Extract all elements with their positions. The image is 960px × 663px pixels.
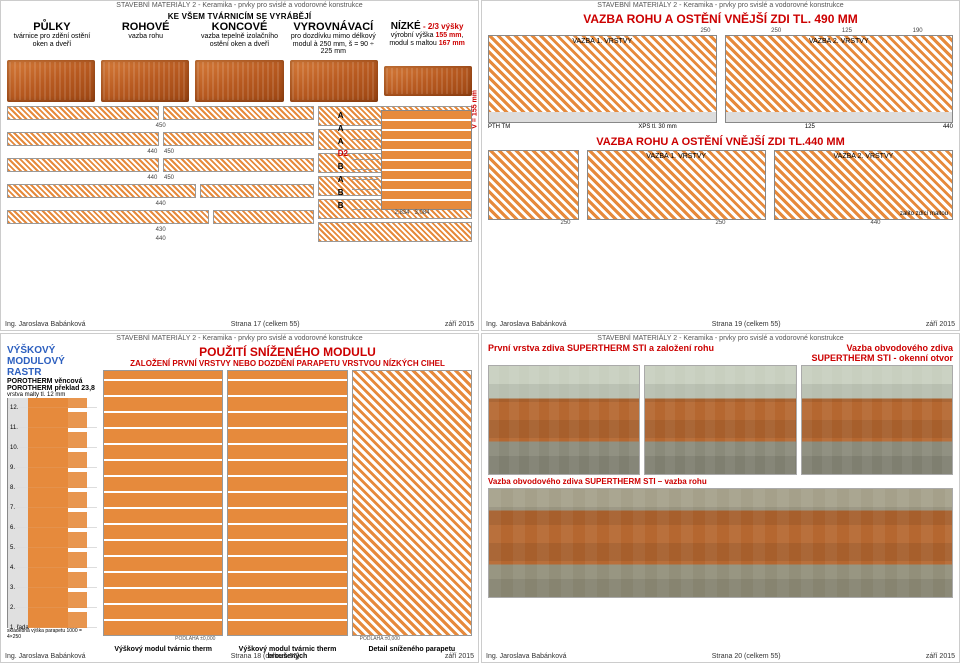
col-pulky: PŮLKY tvárnice pro zdění ostění oken a d… — [7, 21, 97, 56]
slide-17: STAVEBNÍ MATERIÁLY 2 - Keramika - prvky … — [0, 0, 479, 331]
row-numbers: 12.11.10. 9.8.7. 6.5.4. 3.2.1. řada — [10, 398, 29, 638]
photo-foundation-2 — [644, 365, 796, 475]
footer: Ing. Jaroslava Babánková Strana 18 (celk… — [5, 653, 474, 660]
author: Ing. Jaroslava Babánková — [486, 321, 567, 328]
right-column: POUŽITÍ SNÍŽENÉHO MODULU ZALOŽENÍ PRVNÍ … — [103, 345, 472, 661]
wall-440-v2: VAZBA 2. VRSTVY zalito zdící maltou — [774, 150, 953, 220]
page: Strana 20 (celkem 55) — [712, 653, 781, 660]
slide-header: STAVEBNÍ MATERIÁLY 2 - Keramika - prvky … — [482, 334, 959, 343]
top-title-row: První vrstva zdiva SUPERTHERM STI a zalo… — [482, 343, 959, 363]
title-window: Vazba obvodového zdiva SUPERTHERM STI - … — [803, 343, 953, 363]
slide-header: STAVEBNÍ MATERIÁLY 2 - Keramika - prvky … — [1, 334, 478, 343]
column-headers: PŮLKY tvárnice pro zdění ostění oken a d… — [7, 21, 472, 56]
page: Strana 19 (celkem 55) — [712, 321, 781, 328]
wall-diagram-490: VAZBA 1. VRSTVY VAZBA 2. VRSTVY — [488, 35, 953, 123]
footer: Ing. Jaroslava Babánková Strana 17 (celk… — [5, 321, 474, 328]
schem-3 — [352, 370, 472, 637]
left-diagrams: 450 440 450 440 450 440 430 440 — [7, 106, 314, 242]
vheight-label: V = 155 mm — [472, 90, 479, 129]
slide17-content: KE VŠEM TVÁRNICÍM SE VYRÁBĚJÍ PŮLKY tvár… — [1, 10, 478, 330]
schem-1 — [103, 370, 223, 637]
slide-header: STAVEBNÍ MATERIÁLY 2 - Keramika - prvky … — [482, 1, 959, 10]
col-nizke: NÍZKÉ - 2/3 výšky výrobní výška 155 mm, … — [382, 21, 472, 56]
author: Ing. Jaroslava Babánková — [486, 653, 567, 660]
footer: Ing. Jaroslava Babánková Strana 20 (celk… — [486, 653, 955, 660]
author: Ing. Jaroslava Babánková — [5, 321, 86, 328]
brick-rohova — [101, 60, 189, 102]
col-rohove: ROHOVÉ vazba rohu — [101, 21, 191, 56]
page: Strana 17 (celkem 55) — [231, 321, 300, 328]
page: Strana 18 (celkem 55) — [231, 653, 300, 660]
brick-vyrovnavaci — [290, 60, 378, 102]
col-vyrovnavaci: VYROVNÁVACÍ pro dozdívku mimo délkový mo… — [288, 21, 378, 56]
photo-window-opening — [801, 365, 953, 475]
col-koncove: KONCOVÉ vazba tepelně izolačního ostění … — [195, 21, 285, 56]
date: září 2015 — [926, 321, 955, 328]
wall-490-v2: VAZBA 2. VRSTVY — [725, 35, 954, 123]
author: Ing. Jaroslava Babánková — [5, 653, 86, 660]
title-first-row: První vrstva zdiva SUPERTHERM STI a zalo… — [488, 343, 714, 363]
schem-2 — [227, 370, 347, 637]
right-schematic: 2,834 3,084 — [352, 110, 472, 216]
section-440: VAZBA ROHU A OSTĚNÍ VNĚJŠÍ ZDI TL.440 MM… — [488, 136, 953, 226]
top-photos — [488, 365, 953, 475]
top-view-diagrams: 450 440 450 440 450 440 430 440 — [7, 106, 472, 242]
brick-nizka — [384, 66, 472, 96]
photo-corner-bond — [488, 488, 953, 598]
date: září 2015 — [926, 653, 955, 660]
date: září 2015 — [445, 653, 474, 660]
dims-top: 250250125190 — [488, 28, 953, 34]
title-corner-bond: Vazba obvodového zdiva SUPERTHERM STI – … — [488, 477, 953, 486]
title-490: VAZBA ROHU A OSTĚNÍ VNĚJŠÍ ZDI TL. 490 M… — [488, 12, 953, 26]
title-rastr: VÝŠKOVÝ MODULOVÝ RASTR — [7, 345, 97, 378]
module-raster: 12.11.10. 9.8.7. 6.5.4. 3.2.1. řada — [7, 398, 97, 628]
wall-diagram-440: VAZBA 1. VRSTVY VAZBA 2. VRSTVY zalito z… — [488, 150, 953, 220]
footer: Ing. Jaroslava Babánková Strana 19 (celk… — [486, 321, 955, 328]
slide-18: STAVEBNÍ MATERIÁLY 2 - Keramika - prvky … — [0, 333, 479, 663]
slide18-content: VÝŠKOVÝ MODULOVÝ RASTR POROTHERM věncová… — [1, 343, 478, 663]
pretitle: KE VŠEM TVÁRNICÍM SE VYRÁBĚJÍ — [7, 12, 472, 21]
wall-440-left — [488, 150, 579, 220]
slide19-content: VAZBA ROHU A OSTĚNÍ VNĚJŠÍ ZDI TL. 490 M… — [482, 10, 959, 330]
slide-20: STAVEBNÍ MATERIÁLY 2 - Keramika - prvky … — [481, 333, 960, 663]
title-440: VAZBA ROHU A OSTĚNÍ VNĚJŠÍ ZDI TL.440 MM — [488, 136, 953, 148]
slide-19: STAVEBNÍ MATERIÁLY 2 - Keramika - prvky … — [481, 0, 960, 331]
abd-labels: A A A D2 B A B B — [338, 110, 348, 212]
main-title: POUŽITÍ SNÍŽENÉHO MODULU — [103, 345, 472, 359]
schematic-row — [103, 370, 472, 637]
subtitle: ZALOŽENÍ PRVNÍ VRSTVY NEBO DOZDĚNÍ PARAP… — [103, 359, 472, 368]
brick-pulka — [7, 60, 95, 102]
wall-490-v1: VAZBA 1. VRSTVY — [488, 35, 717, 123]
slide-header: STAVEBNÍ MATERIÁLY 2 - Keramika - prvky … — [1, 1, 478, 10]
left-column: VÝŠKOVÝ MODULOVÝ RASTR POROTHERM věncová… — [7, 345, 97, 661]
slide20-content: První vrstva zdiva SUPERTHERM STI a zalo… — [482, 343, 959, 663]
photo-foundation-1 — [488, 365, 640, 475]
date: září 2015 — [445, 321, 474, 328]
brick-photos — [7, 60, 472, 102]
brick-koncova — [195, 60, 283, 102]
wall-440-v1: VAZBA 1. VRSTVY — [587, 150, 766, 220]
